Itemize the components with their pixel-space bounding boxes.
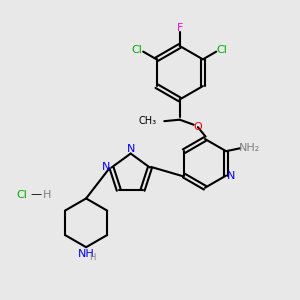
Text: —: —	[30, 190, 41, 200]
Text: NH: NH	[78, 249, 94, 259]
Text: Cl: Cl	[131, 44, 142, 55]
Text: N: N	[127, 144, 136, 154]
Text: H: H	[89, 253, 96, 262]
Text: Cl: Cl	[17, 190, 28, 200]
Text: F: F	[176, 22, 183, 32]
Text: NH₂: NH₂	[239, 142, 260, 153]
Text: CH₃: CH₃	[138, 116, 157, 126]
Text: O: O	[194, 122, 202, 132]
Text: H: H	[43, 190, 52, 200]
Text: Cl: Cl	[217, 44, 228, 55]
Text: N: N	[102, 162, 110, 172]
Text: N: N	[227, 171, 236, 181]
